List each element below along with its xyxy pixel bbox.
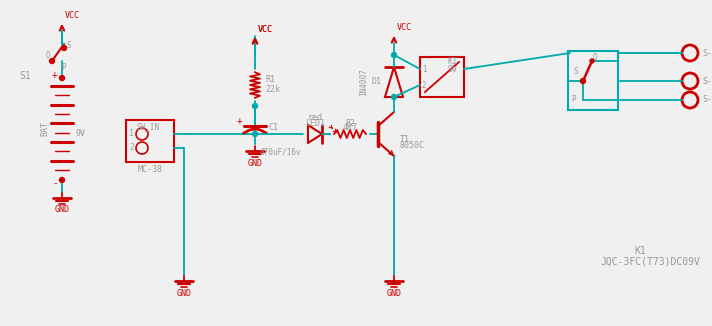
Text: 1: 1 (130, 129, 135, 139)
Text: GND: GND (55, 205, 70, 215)
Text: 9V: 9V (75, 128, 85, 138)
Circle shape (61, 46, 66, 51)
Text: 8050C: 8050C (400, 141, 425, 151)
Text: D1: D1 (371, 78, 381, 86)
Text: JQC-3FC(T73)DC09V: JQC-3FC(T73)DC09V (600, 256, 700, 266)
Circle shape (392, 52, 397, 57)
Text: S-2: S-2 (702, 77, 712, 85)
Text: GND: GND (387, 289, 402, 298)
Text: O: O (46, 52, 51, 61)
Text: 2: 2 (130, 143, 135, 153)
Text: VCC: VCC (258, 24, 273, 34)
Text: SW_IN: SW_IN (137, 123, 159, 131)
Text: 470uF/16v: 470uF/16v (260, 147, 302, 156)
Text: VCC: VCC (258, 24, 273, 34)
Text: +: + (237, 116, 243, 126)
Text: K1: K1 (634, 246, 646, 256)
Text: 4K7: 4K7 (342, 124, 357, 132)
Text: P: P (62, 63, 66, 71)
Text: K1: K1 (448, 57, 458, 67)
Text: P: P (571, 96, 575, 105)
Text: S: S (67, 41, 71, 51)
Circle shape (392, 95, 397, 99)
Text: 1N4007: 1N4007 (360, 68, 369, 96)
Circle shape (253, 103, 258, 109)
Circle shape (60, 76, 65, 81)
Text: GND: GND (248, 158, 263, 168)
Text: 2: 2 (422, 81, 426, 90)
Bar (420, 57, 464, 97)
Circle shape (253, 131, 258, 137)
Text: S: S (573, 67, 577, 76)
Text: O: O (592, 53, 597, 63)
Text: GND: GND (177, 289, 192, 298)
Circle shape (590, 59, 594, 63)
Text: 1: 1 (422, 65, 426, 73)
Text: S1: S1 (19, 71, 31, 81)
Text: 9V: 9V (448, 65, 458, 73)
Text: LED1: LED1 (305, 118, 325, 127)
Bar (126, 120, 174, 162)
Circle shape (50, 58, 55, 64)
Text: VCC: VCC (65, 11, 80, 21)
Circle shape (60, 177, 65, 183)
Text: C1: C1 (268, 124, 278, 132)
Text: +: + (52, 70, 58, 80)
Text: T1: T1 (400, 135, 410, 143)
Text: 22k: 22k (265, 85, 280, 95)
Text: S-1: S-1 (702, 49, 712, 57)
Circle shape (580, 79, 585, 83)
Text: MC-38: MC-38 (137, 165, 162, 173)
Text: red: red (308, 113, 323, 123)
Text: R2: R2 (345, 118, 355, 127)
Text: BAT: BAT (41, 121, 50, 136)
Text: -: - (52, 178, 58, 188)
Text: R1: R1 (265, 76, 275, 84)
Text: VCC: VCC (397, 23, 412, 33)
Text: S-3: S-3 (702, 96, 712, 105)
Bar (568, 51, 618, 110)
